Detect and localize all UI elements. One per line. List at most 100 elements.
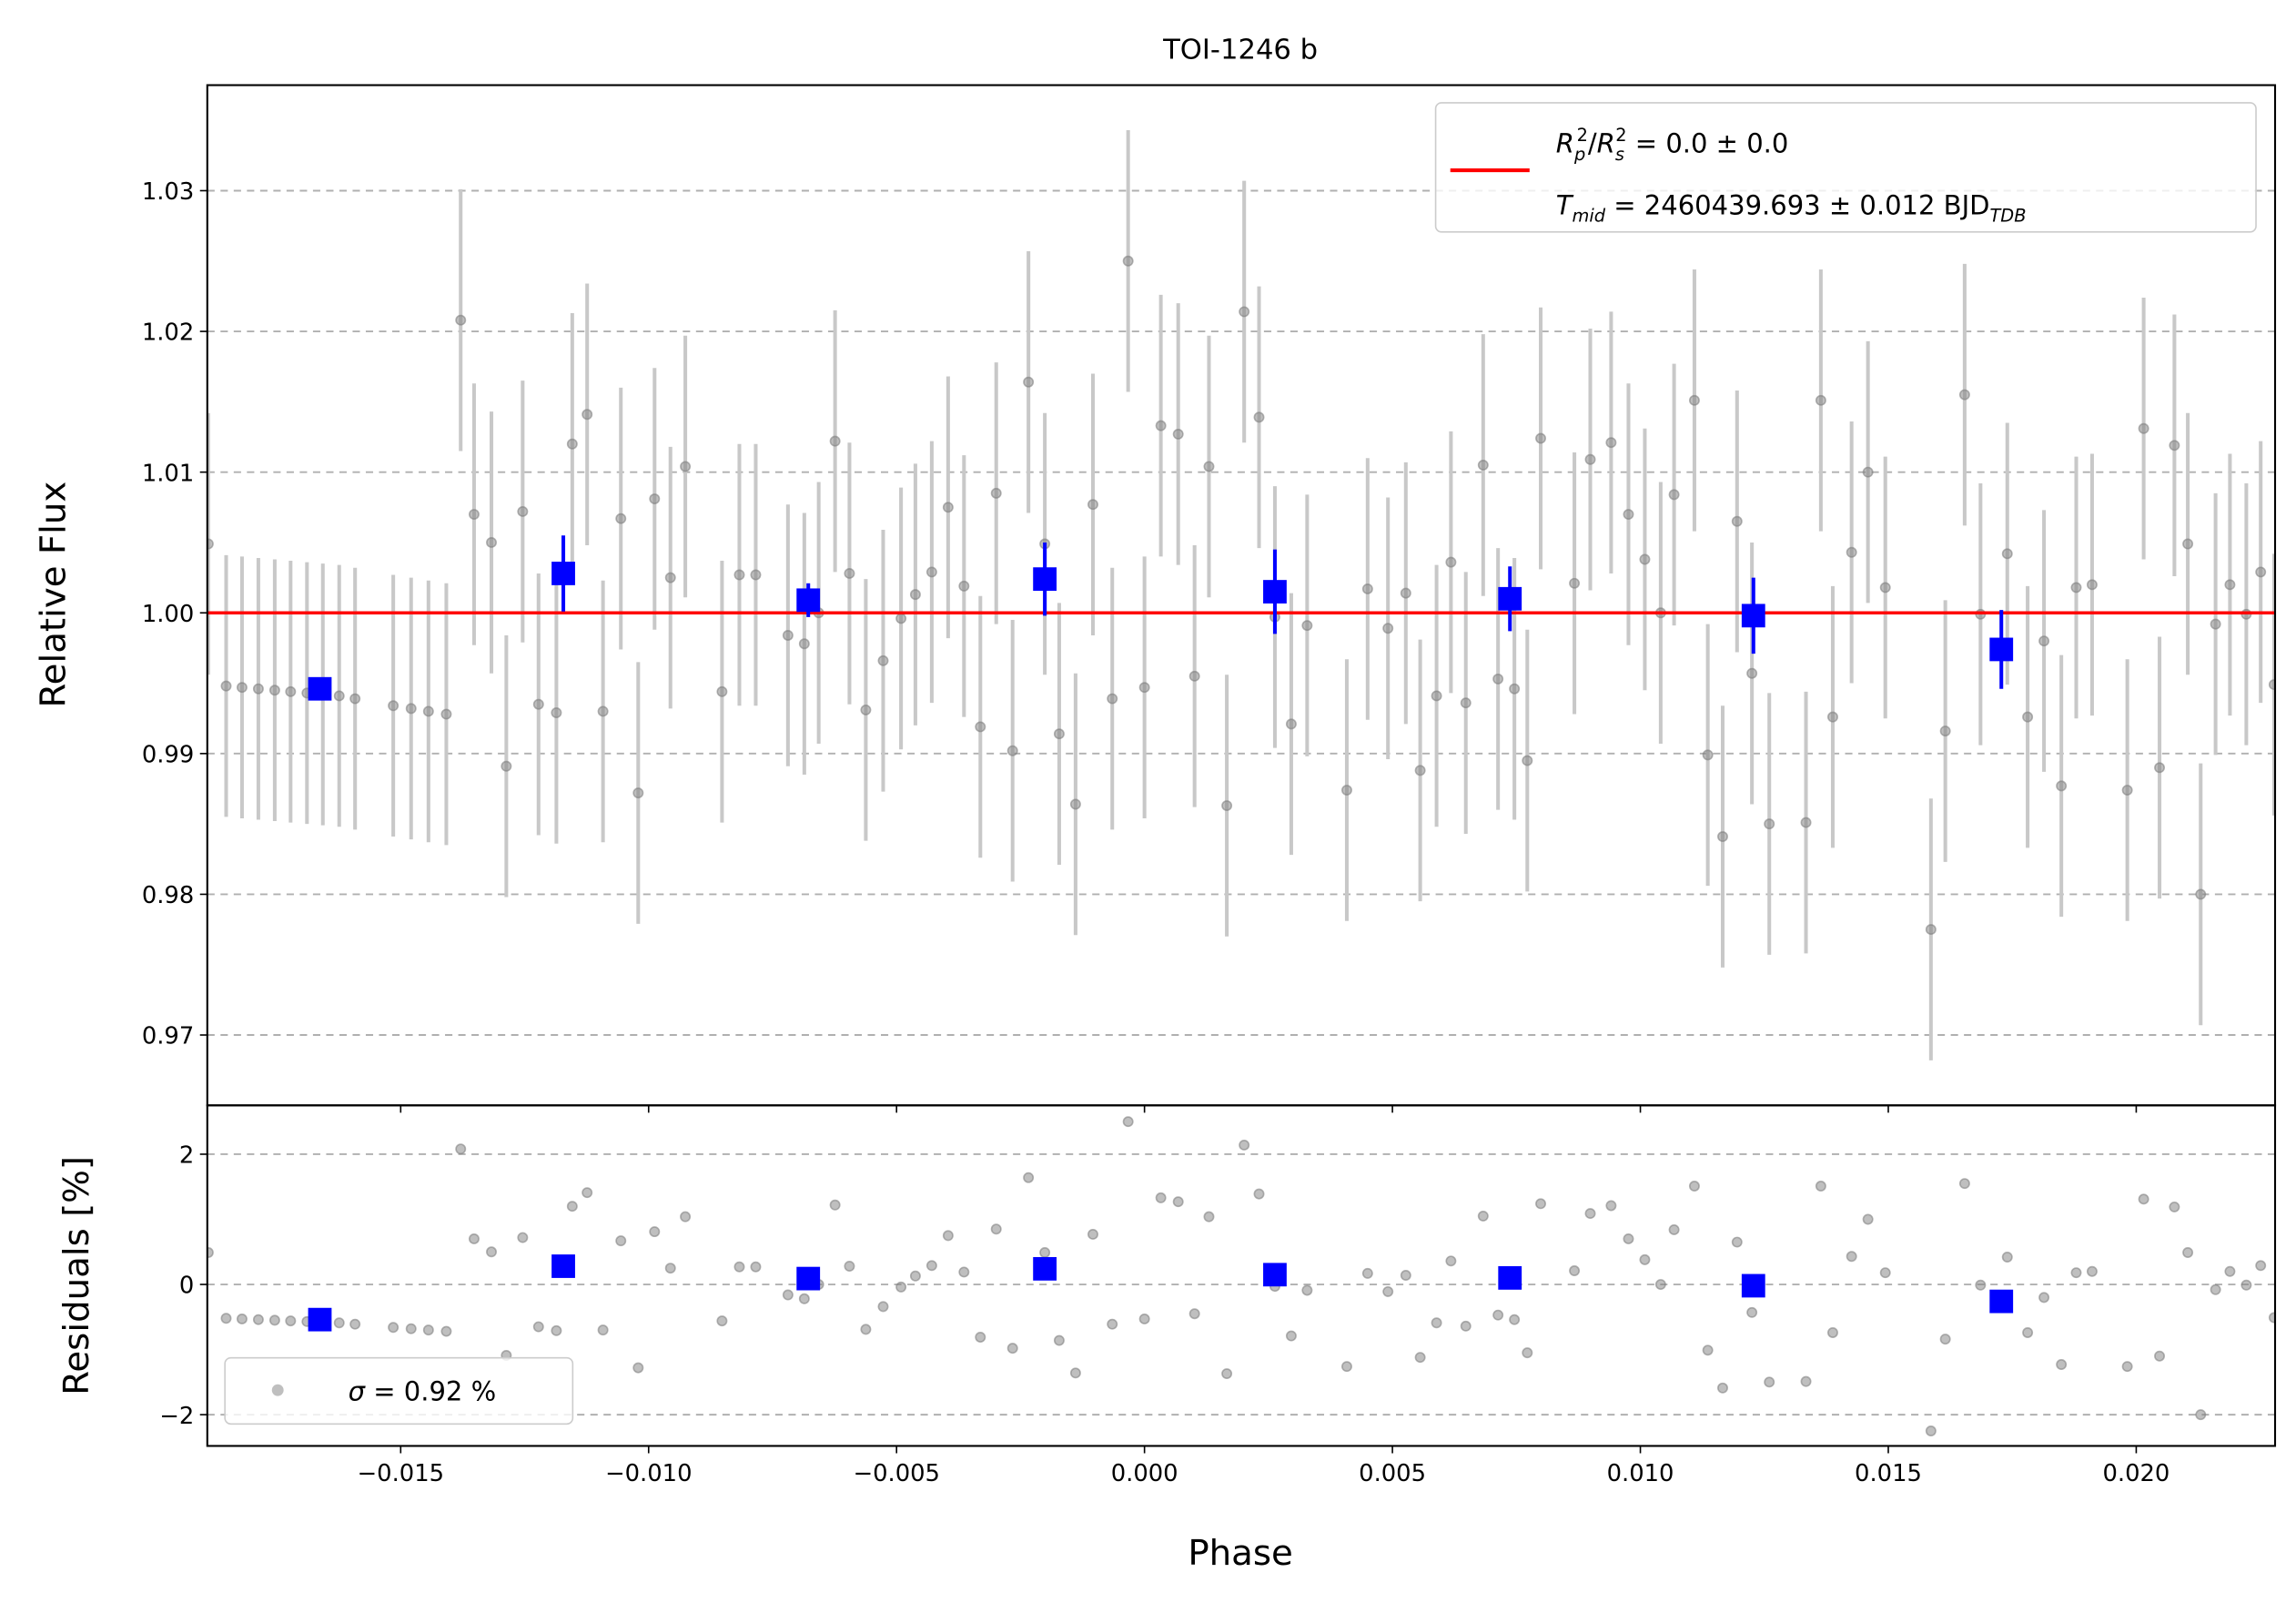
legend: Rp2/Rs2 = 0.0 ± 0.0 Tmid = 2460439.693 ±… [224, 102, 2257, 1425]
data-point [1253, 411, 1265, 423]
data-point [1717, 831, 1728, 843]
data-point [2224, 1265, 2236, 1277]
data-point [1509, 683, 1521, 695]
data-point [1492, 673, 1504, 685]
data-point [1639, 1253, 1651, 1265]
x-tick-label: 0.015 [1855, 1460, 1922, 1487]
binned-point [1033, 1256, 1057, 1281]
data-point [2056, 780, 2068, 792]
data-point [2056, 1359, 2068, 1370]
data-point [1340, 785, 1352, 796]
data-point [1975, 1279, 1987, 1291]
data-point [1069, 798, 1081, 810]
data-point [1239, 1139, 1250, 1151]
data-point [909, 589, 921, 601]
data-point [664, 572, 676, 583]
binned-point [1263, 580, 1287, 604]
data-point [2195, 888, 2207, 900]
data-point [2001, 548, 2013, 560]
data-point [349, 693, 361, 705]
data-point [615, 512, 627, 524]
data-point [1023, 376, 1035, 388]
y-tick-label: 1.03 [142, 178, 194, 206]
data-point [1053, 1334, 1065, 1346]
data-point [733, 1261, 745, 1273]
data-point [1731, 515, 1743, 527]
data-point [1301, 620, 1313, 632]
data-point [632, 1362, 644, 1374]
data-point [422, 705, 434, 717]
data-point [455, 314, 467, 326]
data-point [680, 461, 692, 472]
x-tick-label: 0.010 [1607, 1460, 1674, 1487]
data-point [388, 1322, 400, 1334]
data-point [2121, 785, 2133, 796]
data-point [268, 685, 280, 696]
data-point [798, 638, 810, 650]
data-point [1668, 1223, 1680, 1235]
data-point [1879, 1267, 1891, 1279]
data-point [1122, 1116, 1134, 1128]
data-point [207, 538, 214, 550]
x-tick-label: −0.015 [358, 1460, 444, 1487]
data-point [1925, 924, 1937, 936]
legend-box [1434, 102, 2257, 233]
data-point [2169, 440, 2180, 451]
binned-point [1989, 637, 2014, 662]
data-point [1138, 1313, 1150, 1324]
legend-part: s [1615, 144, 1624, 165]
data-point [1221, 800, 1233, 812]
data-point [895, 1281, 907, 1293]
data-point [582, 409, 593, 421]
data-point [680, 1211, 692, 1223]
x-tick-label: 0.005 [1359, 1460, 1426, 1487]
data-point [2268, 1312, 2276, 1324]
y-tick-label: 0 [179, 1273, 194, 1300]
data-point [750, 569, 762, 581]
data-point [975, 1332, 986, 1343]
data-point [1253, 1188, 1265, 1200]
data-point [1764, 1376, 1775, 1388]
data-point [1172, 428, 1184, 440]
data-point [551, 707, 562, 718]
frame [206, 1104, 2277, 1447]
legend-label: σ = 0.92 % [349, 1375, 497, 1406]
data-point [252, 683, 264, 695]
data-point [1414, 765, 1426, 776]
data-point [1431, 690, 1442, 702]
data-point [1400, 587, 1411, 599]
data-point [1285, 1330, 1297, 1342]
legend-part: R [1556, 128, 1574, 159]
data-point [1039, 1247, 1051, 1258]
data-point [1301, 1284, 1313, 1296]
legend-part: 2 [1615, 125, 1626, 146]
data-point [632, 787, 644, 799]
data-point [958, 580, 970, 592]
binned-point [308, 1307, 332, 1332]
data-point [440, 708, 452, 720]
data-point [2255, 1260, 2267, 1272]
data-point [1746, 667, 1758, 679]
data-point [285, 685, 297, 697]
binned-point [308, 676, 332, 701]
data-point [1668, 489, 1680, 501]
frame [206, 84, 2277, 1107]
data-point [750, 1261, 762, 1273]
data-point [2086, 1265, 2098, 1277]
data-point [1239, 306, 1250, 318]
data-point [207, 1247, 214, 1258]
data-point [566, 438, 578, 450]
data-point [2121, 1361, 2133, 1373]
data-point [1879, 582, 1891, 594]
data-point [1522, 1347, 1533, 1359]
data-point [1702, 1344, 1714, 1356]
data-point [1688, 1181, 1700, 1192]
data-point [1688, 394, 1700, 406]
data-point [1382, 623, 1394, 634]
data-point [1361, 583, 1373, 594]
data-point [468, 509, 480, 521]
data-point [942, 1230, 954, 1242]
legend-part: p [1573, 144, 1585, 165]
data-point [1431, 1317, 1442, 1329]
